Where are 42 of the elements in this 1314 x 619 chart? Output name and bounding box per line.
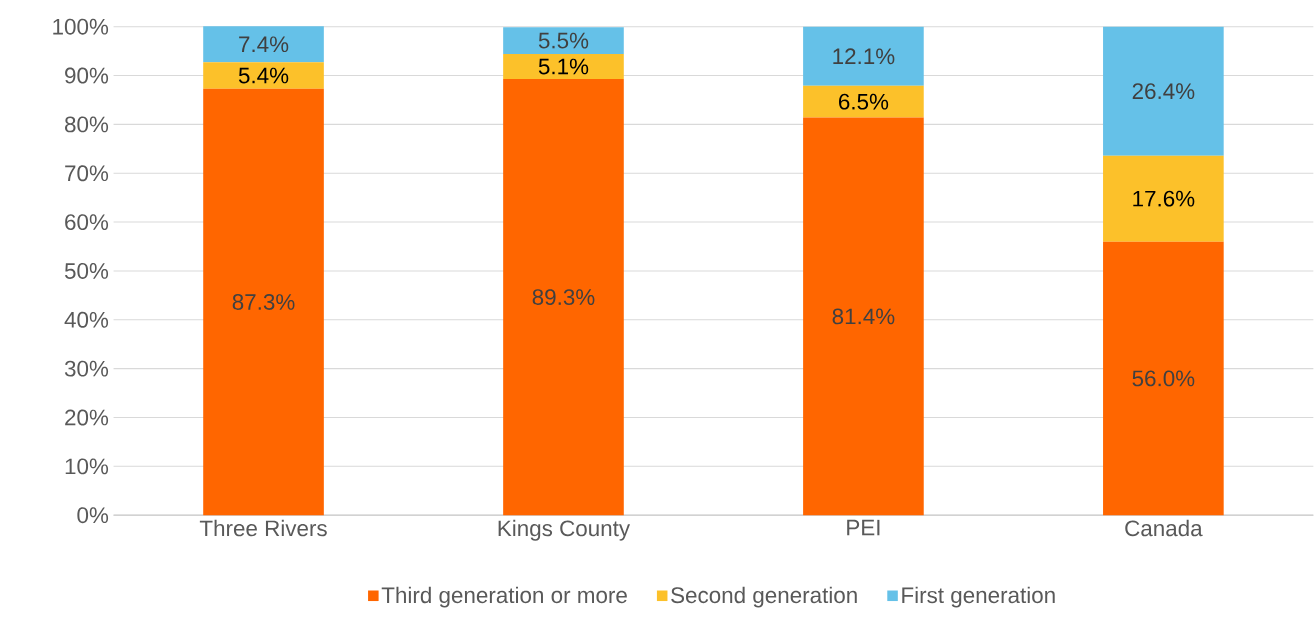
- y-tick-label: 10%: [65, 458, 109, 475]
- bar: [1103, 155, 1224, 242]
- y-tick-label: 90%: [65, 67, 109, 84]
- y-tick-label: 20%: [65, 409, 109, 426]
- bar: [203, 88, 324, 516]
- data-label: 89.3%: [532, 289, 595, 306]
- y-tick-label: 60%: [65, 214, 109, 231]
- data-label: 12.1%: [833, 48, 895, 65]
- data-label: 56.0%: [1132, 370, 1195, 387]
- x-tick-label: PEI: [847, 519, 880, 536]
- data-label: 26.4%: [1132, 83, 1195, 100]
- data-label: 5.5%: [538, 32, 589, 49]
- y-tick-label: 80%: [65, 116, 109, 133]
- data-label: 17.6%: [1133, 190, 1195, 207]
- bar: [203, 62, 324, 89]
- bar: [1103, 241, 1224, 516]
- bar: [803, 85, 924, 118]
- bar: [803, 26, 924, 86]
- data-label: 5.4%: [238, 67, 289, 84]
- y-tick-label: 70%: [65, 165, 109, 182]
- legend-label: Second generation: [671, 586, 857, 608]
- x-tick-label: Canada: [1125, 519, 1203, 537]
- y-tick-label: 40%: [64, 311, 109, 328]
- data-label: 87.3%: [232, 294, 295, 310]
- data-label: 7.4%: [239, 36, 289, 53]
- y-tick-label: 0%: [77, 507, 109, 524]
- y-tick-label: 30%: [64, 360, 109, 377]
- bar: [503, 78, 624, 516]
- data-label: 6.5%: [839, 93, 889, 110]
- y-tick-label: 100%: [53, 18, 109, 35]
- x-tick-label: Kings County: [498, 519, 631, 541]
- bar: [1103, 26, 1224, 156]
- data-label: 81.4%: [832, 308, 895, 325]
- x-tick-label: Three Rivers: [199, 519, 327, 537]
- bar: [203, 26, 324, 63]
- bar: [803, 117, 924, 516]
- bar: [503, 27, 624, 55]
- data-label: 5.1%: [538, 58, 589, 75]
- legend-label: First generation: [902, 586, 1055, 608]
- bar: [503, 54, 624, 79]
- y-tick-label: 50%: [64, 263, 109, 279]
- legend-label: Third generation or more: [381, 586, 627, 608]
